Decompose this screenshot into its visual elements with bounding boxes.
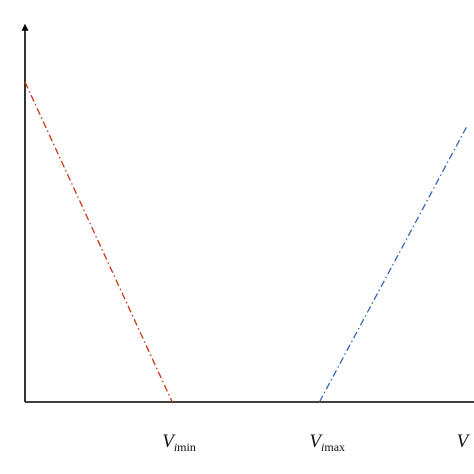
x-tick-label-1: Vimin [162, 431, 196, 454]
series-line-2 [318, 126, 468, 403]
x-tick-label-3: V [457, 431, 471, 452]
x-tick-labels: Vimin Vimax V [162, 431, 470, 454]
series-line-1 [24, 81, 173, 403]
series-layer [24, 81, 468, 403]
axes [21, 23, 474, 403]
x-tick-label-2: Vimax [309, 431, 345, 454]
